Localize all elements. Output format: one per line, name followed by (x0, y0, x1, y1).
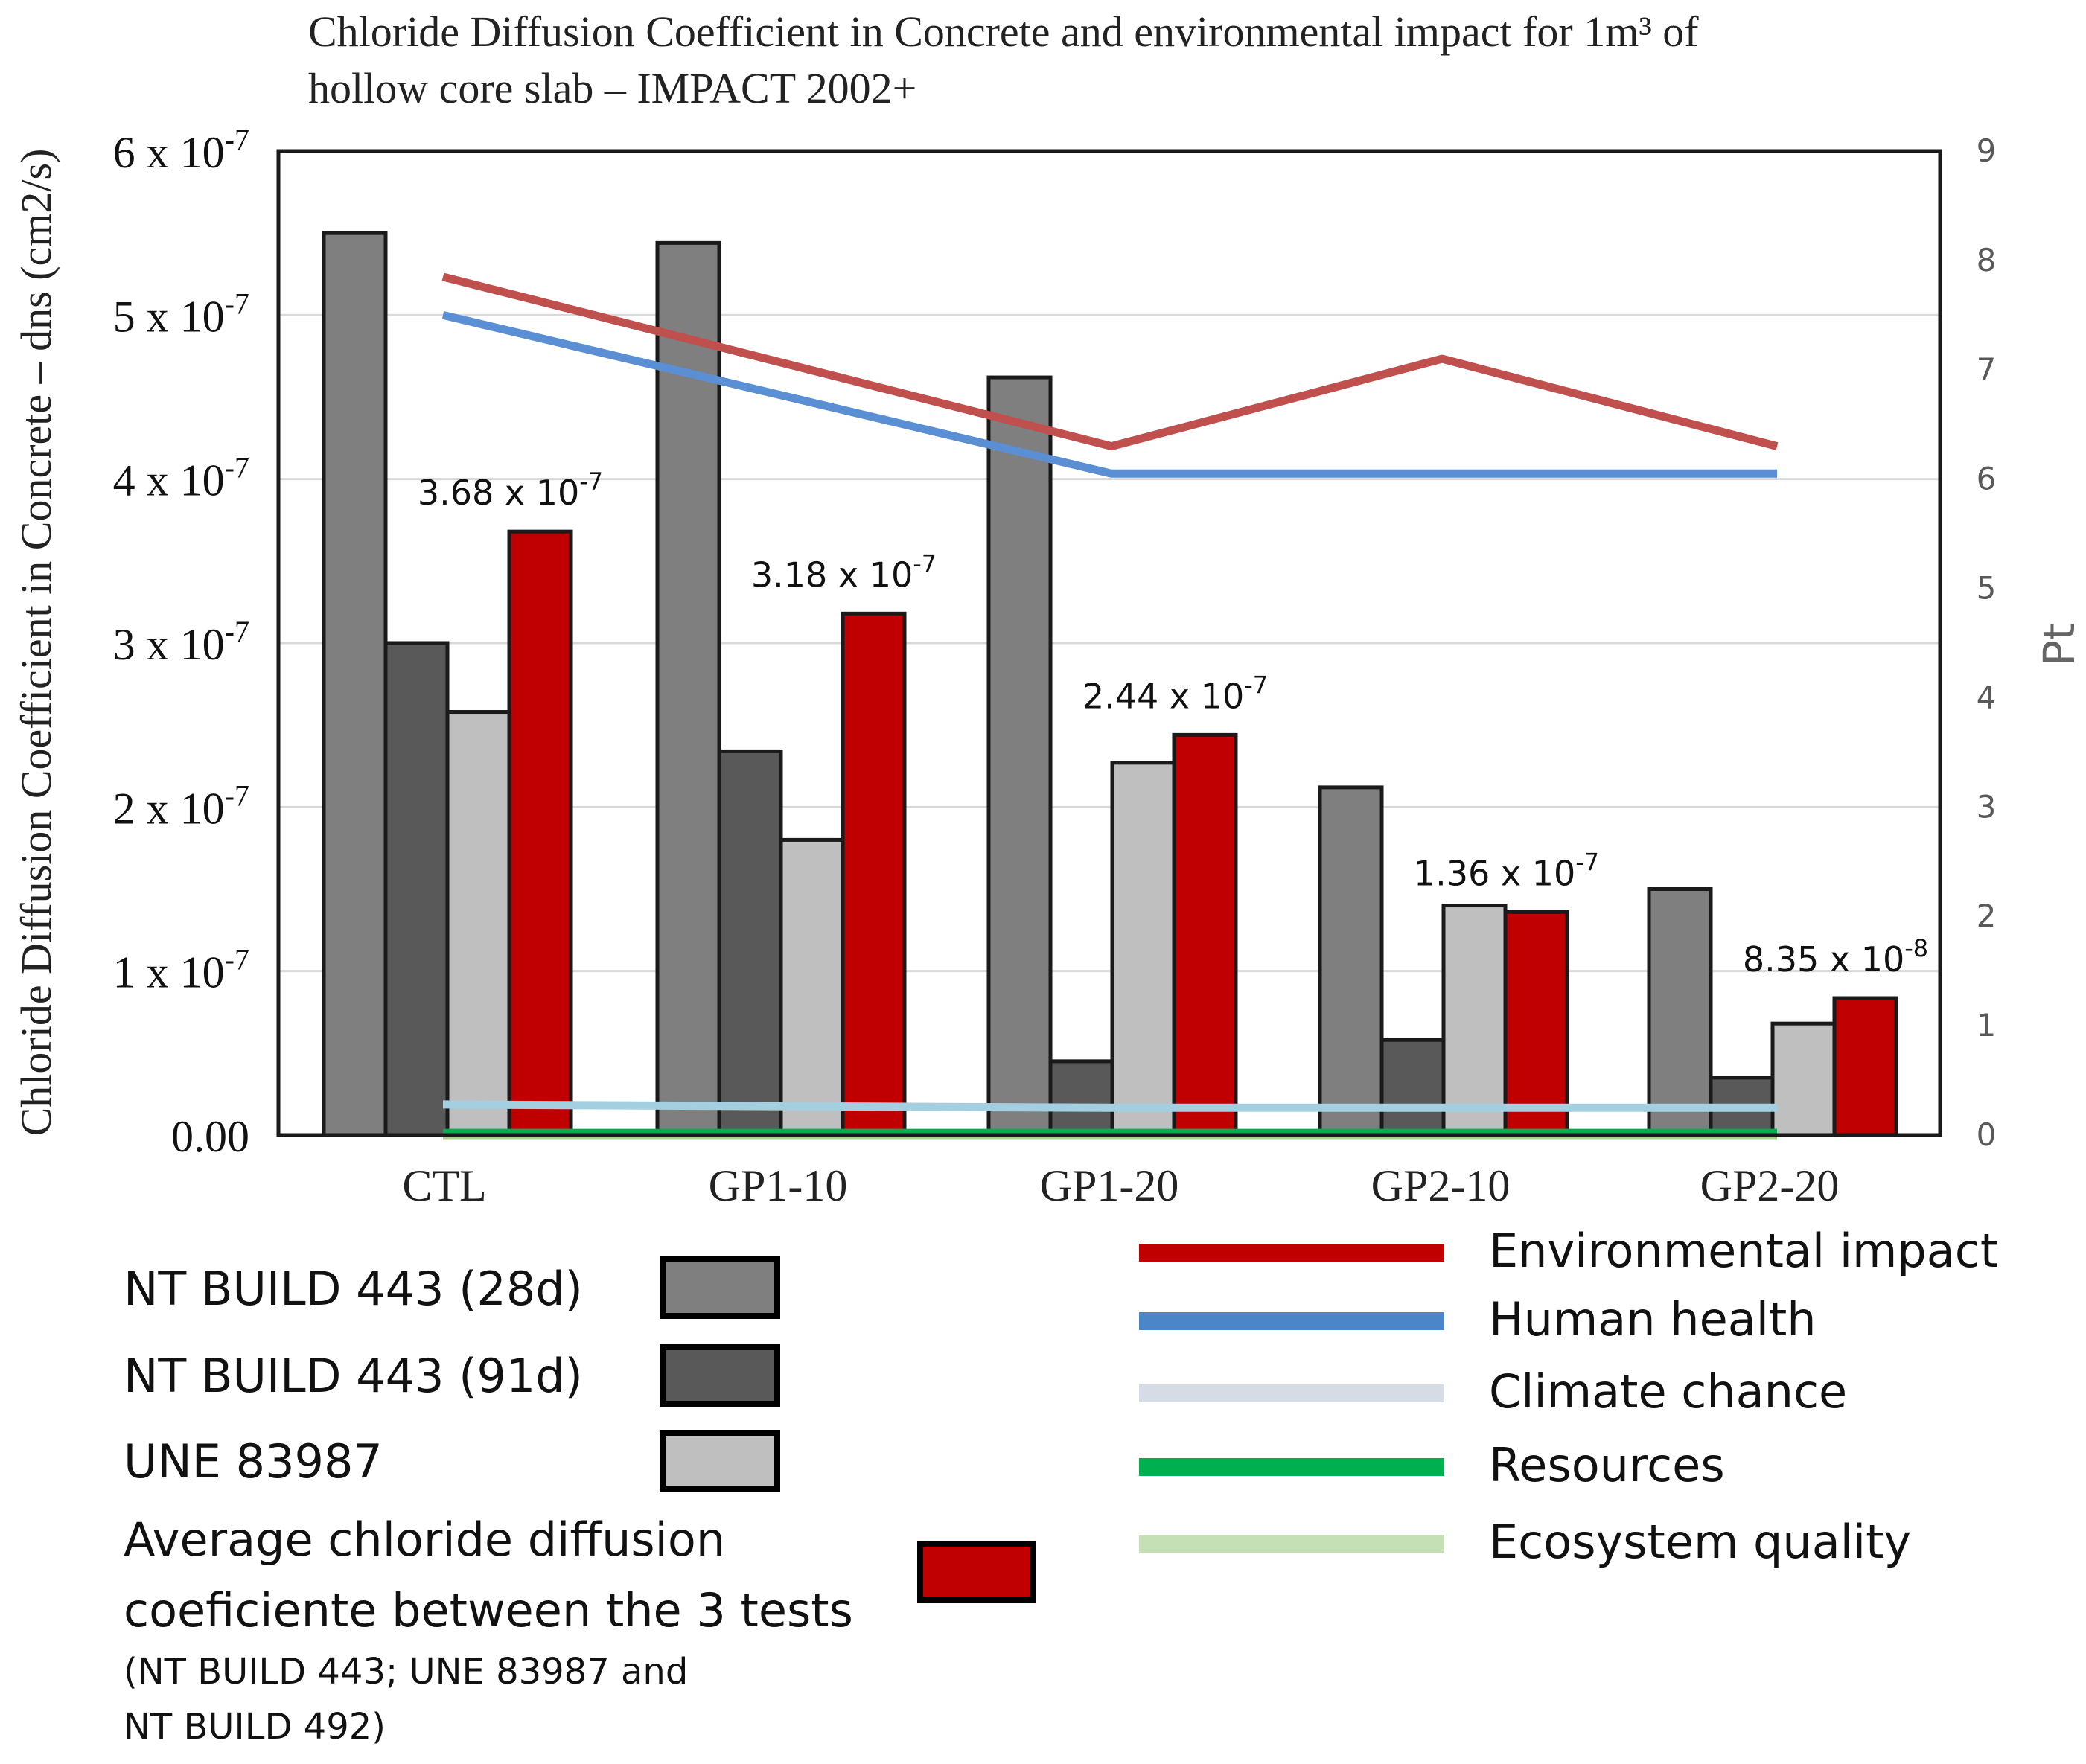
legend-label-nt28: NT BUILD 443 (28d) (124, 1262, 583, 1316)
avg-data-label: 3.18 x 10-7 (751, 549, 937, 595)
legend-label-environmental: Environmental impact (1489, 1224, 1998, 1278)
bar-3-GP2-20 (1832, 996, 1898, 1137)
legend-label-climate: Climate chance (1489, 1364, 1847, 1419)
y-tick-label: 3 x 10-7 (113, 615, 249, 669)
x-tick-label: CTL (402, 1161, 486, 1210)
chart-title-line2: hollow core slab – IMPACT 2002+ (308, 64, 916, 112)
avg-data-label: 2.44 x 10-7 (1082, 671, 1268, 716)
bar-1-CTL (383, 641, 450, 1137)
y2-tick-label: 7 (1977, 351, 1997, 388)
legend-label-nt91: NT BUILD 443 (91d) (124, 1349, 583, 1403)
bar-layer (322, 231, 1898, 1137)
line-environmental-impact (441, 272, 1779, 451)
x-tick-label: GP1-20 (1040, 1161, 1179, 1210)
legend-label-resources: Resources (1489, 1438, 1725, 1492)
y2-tick-label: 4 (1977, 679, 1997, 715)
y2-tick-label: 0 (1977, 1116, 1997, 1153)
bar-2-GP1-10 (779, 837, 845, 1137)
y-tick-label: 1 x 10-7 (113, 943, 249, 997)
legend-label-ecosystem: Ecosystem quality (1489, 1515, 1911, 1569)
y-tick-label: 4 x 10-7 (113, 451, 249, 505)
y-tick-label: 0.00 (171, 1112, 249, 1161)
avg-data-label: 1.36 x 10-7 (1414, 848, 1599, 893)
y2-tick-label: 1 (1977, 1007, 1997, 1044)
legend-average-note2: NT BUILD 492) (124, 1706, 386, 1748)
y-tick-label: 2 x 10-7 (113, 779, 249, 833)
y2-tick-label: 6 (1977, 461, 1997, 497)
legend-swatch-nt91 (660, 1344, 780, 1407)
y-tick-label: 5 x 10-7 (113, 287, 249, 341)
bar-1-GP2-10 (1379, 1038, 1446, 1137)
bar-0-GP1-20 (986, 375, 1053, 1137)
legend-swatch-une (660, 1430, 780, 1492)
legend-average-line1: Average chloride diffusion (124, 1512, 725, 1567)
bar-0-GP2-20 (1647, 887, 1713, 1137)
y-axis-title: Chloride Diffusion Coefficient in Concre… (12, 149, 60, 1137)
legend-average-note1: (NT BUILD 443; UNE 83987 and (124, 1651, 688, 1693)
bar-3-GP2-10 (1503, 910, 1569, 1137)
legend-bars: NT BUILD 443 (28d) NT BUILD 443 (91d) UN… (124, 1256, 1036, 1748)
bar-2-GP2-10 (1441, 904, 1508, 1137)
legend-label-human-health: Human health (1489, 1292, 1817, 1346)
x-tick-label: GP2-20 (1700, 1161, 1840, 1210)
y2-tick-label: 3 (1977, 788, 1997, 825)
chart-title-line1: Chloride Diffusion Coefficient in Concre… (308, 7, 1699, 56)
bar-2-GP1-20 (1110, 761, 1176, 1137)
y2-tick-label: 9 (1977, 132, 1997, 169)
bar-3-GP1-10 (841, 611, 907, 1137)
y-tick-label: 6 x 10-7 (113, 123, 249, 177)
legend-label-average: Average chloride diffusion coeficiente b… (124, 1512, 853, 1637)
y2-tick-label: 5 (1977, 570, 1997, 607)
bar-3-CTL (507, 529, 573, 1137)
plot-frame (276, 149, 1942, 1137)
axis-layer: 0.00 1 x 10-7 2 x 10-7 3 x 10-7 4 x 10-7 5 x … (113, 123, 1997, 1210)
legend-swatch-nt28 (660, 1256, 780, 1319)
bar-1-GP1-20 (1048, 1059, 1114, 1137)
legend-lines: Environmental impact Human health Climat… (1139, 1224, 1998, 1569)
avg-data-label: 3.68 x 10-7 (418, 467, 603, 513)
bar-0-GP2-10 (1318, 785, 1384, 1137)
line-climate-chance (442, 1100, 1777, 1112)
data-label-layer: 3.68 x 10-7 3.18 x 10-7 2.44 x 10-7 1.36 x … (418, 467, 1928, 980)
legend-swatch-average (917, 1541, 1036, 1603)
bar-1-GP1-10 (717, 749, 783, 1137)
bar-2-CTL (445, 710, 511, 1137)
avg-data-label: 8.35 x 10-8 (1743, 934, 1928, 980)
y2-axis-title: Pt (2034, 623, 2085, 666)
x-tick-label: GP2-10 (1371, 1161, 1511, 1210)
x-tick-label: GP1-10 (709, 1161, 848, 1210)
bar-2-GP2-20 (1770, 1021, 1837, 1137)
bar-3-GP1-20 (1172, 732, 1238, 1137)
legend-average-line2: coeficiente between the 3 tests (124, 1583, 853, 1637)
line-human-health (441, 310, 1777, 478)
bar-0-CTL (322, 231, 388, 1137)
legend-label-une: UNE 83987 (124, 1434, 383, 1489)
y2-tick-label: 8 (1977, 242, 1997, 278)
y2-tick-label: 2 (1977, 898, 1997, 934)
